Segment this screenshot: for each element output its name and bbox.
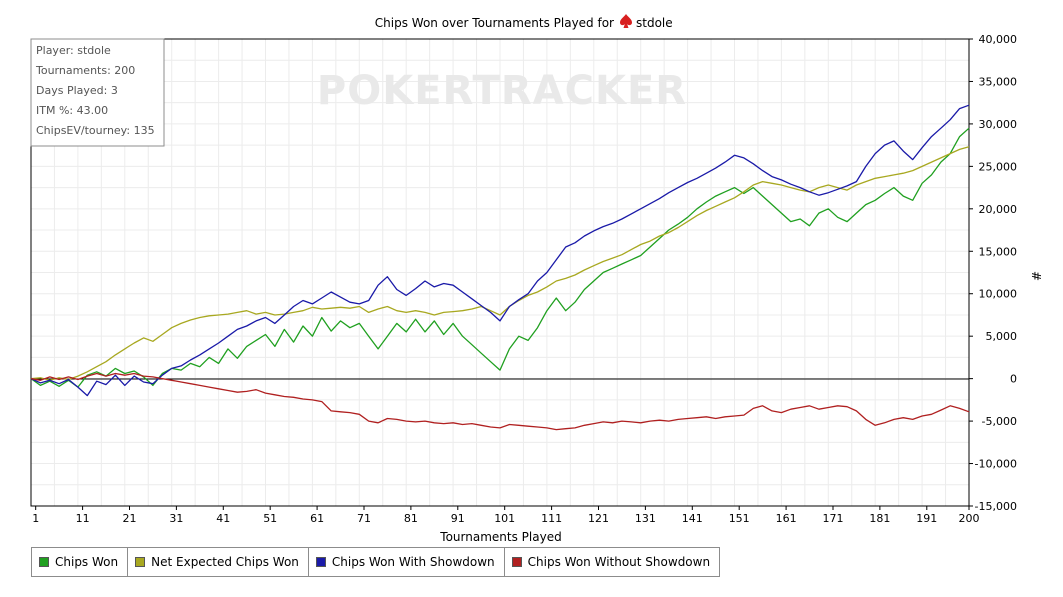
info-chipsev: ChipsEV/tourney: 135 [36,124,155,137]
y-tick-label: 5,000 [986,330,1018,343]
y-tick-label: -5,000 [982,415,1017,428]
legend-swatch [135,557,146,567]
x-tick-label: 141 [682,512,703,525]
y-tick-label: -10,000 [975,458,1017,471]
title-text: Chips Won over Tournaments Played for [375,16,614,30]
series-line-2 [30,146,970,381]
info-player: Player: stdole [36,44,111,57]
info-itm: ITM %: 43.00 [36,104,108,117]
x-tick-label: 81 [404,512,418,525]
y-tick-label: 0 [1010,373,1017,386]
x-tick-label: 51 [263,512,277,525]
legend-item-chips-won[interactable]: Chips Won [32,548,129,576]
axis-ticks: 1 11 21 31 41 51 61 71 81 91 101 111 121 131 141 151 161… [32,33,1017,525]
y-tick-label: 20,000 [979,203,1018,216]
x-tick-label: 11 [76,512,90,525]
spade-icon [620,14,632,28]
x-tick-label: 181 [869,512,890,525]
watermark-logo: POKERTRACKER [317,68,687,114]
x-tick-label: 200 [959,512,980,525]
x-tick-label: 101 [494,512,515,525]
y-tick-label: 40,000 [979,33,1018,46]
x-tick-label: 31 [169,512,183,525]
legend-label: Chips Won Without Showdown [527,555,711,569]
legend-swatch [39,557,49,567]
x-tick-label: 111 [541,512,562,525]
x-tick-label: 21 [122,512,136,525]
series-line-4 [30,372,970,431]
x-tick-label: 71 [357,512,371,525]
plot-frame [30,38,970,507]
series-line-1 [30,127,970,388]
legend-swatch [315,557,326,567]
y-tick-label: 35,000 [979,75,1018,88]
x-tick-label: 191 [916,512,937,525]
legend-label: Chips Won With Showdown [331,555,495,569]
x-tick-label: 131 [635,512,656,525]
player-name: stdole [636,16,673,30]
legend-label: Chips Won [55,555,119,569]
legend-swatch [511,557,522,567]
info-tournaments: Tournaments: 200 [35,64,135,77]
x-axis-label: Tournaments Played [439,530,561,544]
x-tick-label: 1 [32,512,39,525]
x-tick-label: 161 [776,512,797,525]
y-tick-label: 10,000 [979,288,1018,301]
y-tick-label: 15,000 [979,245,1018,258]
y-tick-label: 25,000 [979,160,1018,173]
x-tick-label: 41 [216,512,230,525]
x-tick-label: 91 [451,512,465,525]
legend-item-net-expected[interactable]: Net Expected Chips Won [128,548,309,576]
legend-item-with-showdown[interactable]: Chips Won With Showdown [309,548,505,576]
x-tick-label: 61 [310,512,324,525]
info-box: Player: stdole Tournaments: 200 Days Pla… [30,38,165,147]
x-tick-label: 121 [588,512,609,525]
x-tick-label: 151 [729,512,750,525]
y-axis-label: # [1029,271,1043,281]
y-tick-label: 30,000 [979,118,1018,131]
y-tick-label: -15,000 [975,500,1017,513]
series-lines [30,104,970,431]
legend-item-without-showdown[interactable]: Chips Won Without Showdown [505,548,719,576]
legend-label: Net Expected Chips Won [151,555,299,569]
x-tick-label: 171 [822,512,843,525]
info-days-played: Days Played: 3 [36,84,118,97]
series-line-3 [30,104,970,397]
chart-legend: Chips Won Net Expected Chips Won Chips W… [31,547,721,577]
chart-title: Chips Won over Tournaments Played for st… [375,14,673,30]
